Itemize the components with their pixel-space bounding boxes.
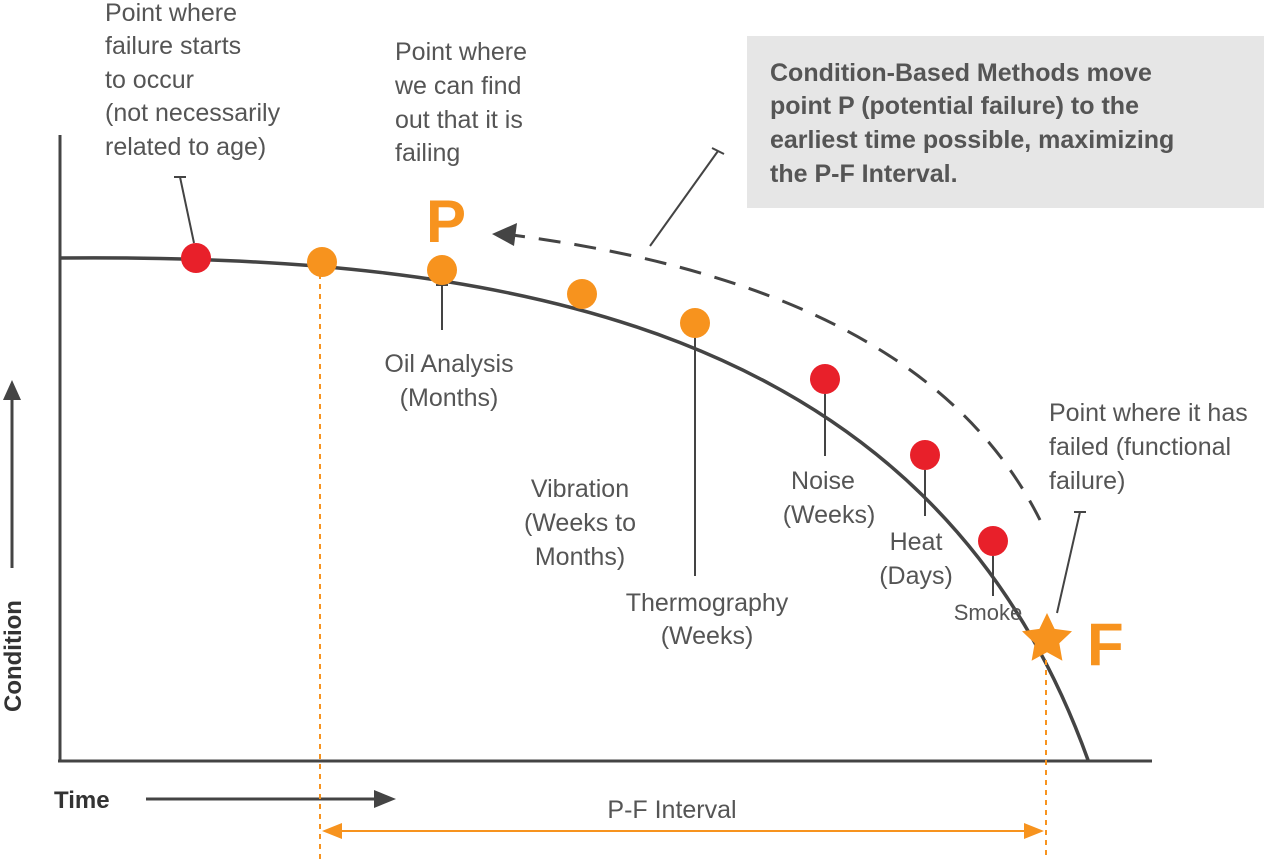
dashed-arrow-icon: [492, 223, 517, 246]
vibration-label-1: Vibration: [531, 475, 629, 503]
vibration-label-2: (Weeks to: [524, 509, 636, 537]
heat-label-1: Heat: [890, 528, 943, 556]
failure-start-point: [181, 243, 211, 273]
interval-arrow-left-icon: [322, 823, 342, 839]
find-out-line-4: failing: [395, 139, 460, 167]
oil-analysis-point: [427, 255, 457, 285]
y-axis-label: Condition: [0, 600, 27, 712]
noise-label-1: Noise: [791, 467, 855, 495]
failure-start-line-5: related to age): [105, 133, 266, 161]
x-axis-label: Time: [54, 787, 110, 814]
callout-line-3: earliest time possible, maximizing: [770, 126, 1174, 154]
find-out-line-3: out that it is: [395, 106, 523, 134]
thermography-point: [680, 308, 710, 338]
failure-start-line-4: (not necessarily: [105, 99, 281, 127]
failure-start-leader: [179, 176, 195, 244]
thermography-label-2: (Weeks): [661, 622, 754, 650]
failure-start-line-2: failure starts: [105, 32, 241, 60]
dashed-arrow: [511, 233, 1042, 521]
functional-failure-leader: [1056, 511, 1081, 614]
thermography-label-1: Thermography: [626, 589, 789, 617]
y-axis-arrow-icon: [3, 380, 21, 400]
smoke-point: [978, 526, 1008, 556]
p-label: P: [426, 188, 466, 255]
p-onset-point: [307, 247, 337, 277]
callout-line-1: Condition-Based Methods move: [770, 59, 1152, 87]
failure-start-line-3: to occur: [105, 66, 194, 94]
find-out-line-2: we can find: [394, 72, 521, 100]
failure-start-line-1: Point where: [105, 0, 237, 27]
heat-label-2: (Days): [879, 562, 953, 590]
heat-point: [910, 440, 940, 470]
callout-leader: [649, 150, 719, 247]
callout-leader-tick: [711, 147, 725, 155]
callout-line-2: point P (potential failure) to the: [770, 92, 1139, 120]
vibration-point: [567, 279, 597, 309]
noise-label-2: (Weeks): [783, 501, 876, 529]
interval-arrow-right-icon: [1024, 823, 1044, 839]
functional-failure-line-1: Point where it has: [1049, 399, 1248, 427]
callout-box: [747, 36, 1264, 208]
condition-curve: [59, 256, 1090, 761]
find-out-line-1: Point where: [395, 38, 527, 66]
oil-label-1: Oil Analysis: [384, 350, 513, 378]
x-axis-arrow-icon: [374, 790, 396, 808]
functional-failure-line-3: failure): [1049, 467, 1125, 495]
callout-line-4: the P-F Interval.: [770, 160, 958, 188]
vibration-label-3: Months): [535, 543, 625, 571]
star-icon: [1022, 613, 1072, 661]
interval-label: P-F Interval: [607, 796, 736, 824]
noise-point: [810, 364, 840, 394]
smoke-label: Smoke: [954, 600, 1022, 625]
f-label: F: [1087, 611, 1124, 678]
functional-failure-line-2: failed (functional: [1049, 433, 1231, 461]
oil-label-2: (Months): [400, 384, 499, 412]
